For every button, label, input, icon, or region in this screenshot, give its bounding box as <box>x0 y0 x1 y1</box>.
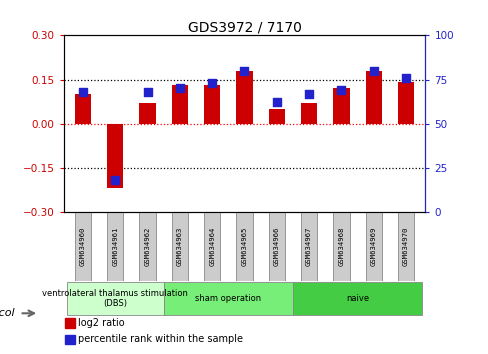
Bar <box>365 71 381 124</box>
Bar <box>65 318 75 328</box>
Point <box>272 99 280 105</box>
Text: GSM634965: GSM634965 <box>241 227 247 266</box>
FancyBboxPatch shape <box>236 212 252 281</box>
Bar <box>397 82 413 124</box>
Bar <box>236 71 252 124</box>
Bar <box>203 85 220 124</box>
Point <box>401 75 409 81</box>
Text: percentile rank within the sample: percentile rank within the sample <box>78 335 243 344</box>
Text: protocol: protocol <box>0 308 15 318</box>
Text: GSM634970: GSM634970 <box>402 227 408 266</box>
Text: log2 ratio: log2 ratio <box>78 318 124 328</box>
FancyBboxPatch shape <box>333 212 349 281</box>
Text: GSM634962: GSM634962 <box>144 227 150 266</box>
Text: ventrolateral thalamus stimulation
(DBS): ventrolateral thalamus stimulation (DBS) <box>42 289 188 308</box>
Point <box>305 91 312 96</box>
Point <box>111 177 119 183</box>
Point <box>79 89 87 95</box>
Bar <box>333 88 349 124</box>
Bar <box>171 85 187 124</box>
FancyBboxPatch shape <box>171 212 187 281</box>
FancyBboxPatch shape <box>107 212 123 281</box>
FancyBboxPatch shape <box>365 212 381 281</box>
Point <box>337 87 345 93</box>
Bar <box>107 124 123 188</box>
Bar <box>301 103 317 124</box>
Text: sham operation: sham operation <box>195 294 261 303</box>
FancyBboxPatch shape <box>163 282 292 315</box>
Bar <box>75 94 91 124</box>
Text: GSM634967: GSM634967 <box>305 227 311 266</box>
FancyBboxPatch shape <box>67 282 163 315</box>
FancyBboxPatch shape <box>292 282 421 315</box>
Point <box>240 68 248 74</box>
Text: naive: naive <box>346 294 368 303</box>
Point <box>143 89 151 95</box>
FancyBboxPatch shape <box>203 212 220 281</box>
FancyBboxPatch shape <box>139 212 155 281</box>
Text: GSM634964: GSM634964 <box>209 227 215 266</box>
FancyBboxPatch shape <box>268 212 285 281</box>
FancyBboxPatch shape <box>75 212 91 281</box>
Text: GSM634960: GSM634960 <box>80 227 86 266</box>
FancyBboxPatch shape <box>397 212 413 281</box>
FancyBboxPatch shape <box>301 212 317 281</box>
Text: GSM634969: GSM634969 <box>370 227 376 266</box>
Text: GSM634963: GSM634963 <box>177 227 183 266</box>
Text: GSM634968: GSM634968 <box>338 227 344 266</box>
Bar <box>268 109 285 124</box>
Text: GSM634961: GSM634961 <box>112 227 118 266</box>
Point <box>208 80 216 86</box>
Title: GDS3972 / 7170: GDS3972 / 7170 <box>187 20 301 34</box>
Text: GSM634966: GSM634966 <box>273 227 279 266</box>
Point <box>369 68 377 74</box>
Point <box>176 86 183 91</box>
Bar <box>139 103 155 124</box>
Bar <box>65 335 75 344</box>
